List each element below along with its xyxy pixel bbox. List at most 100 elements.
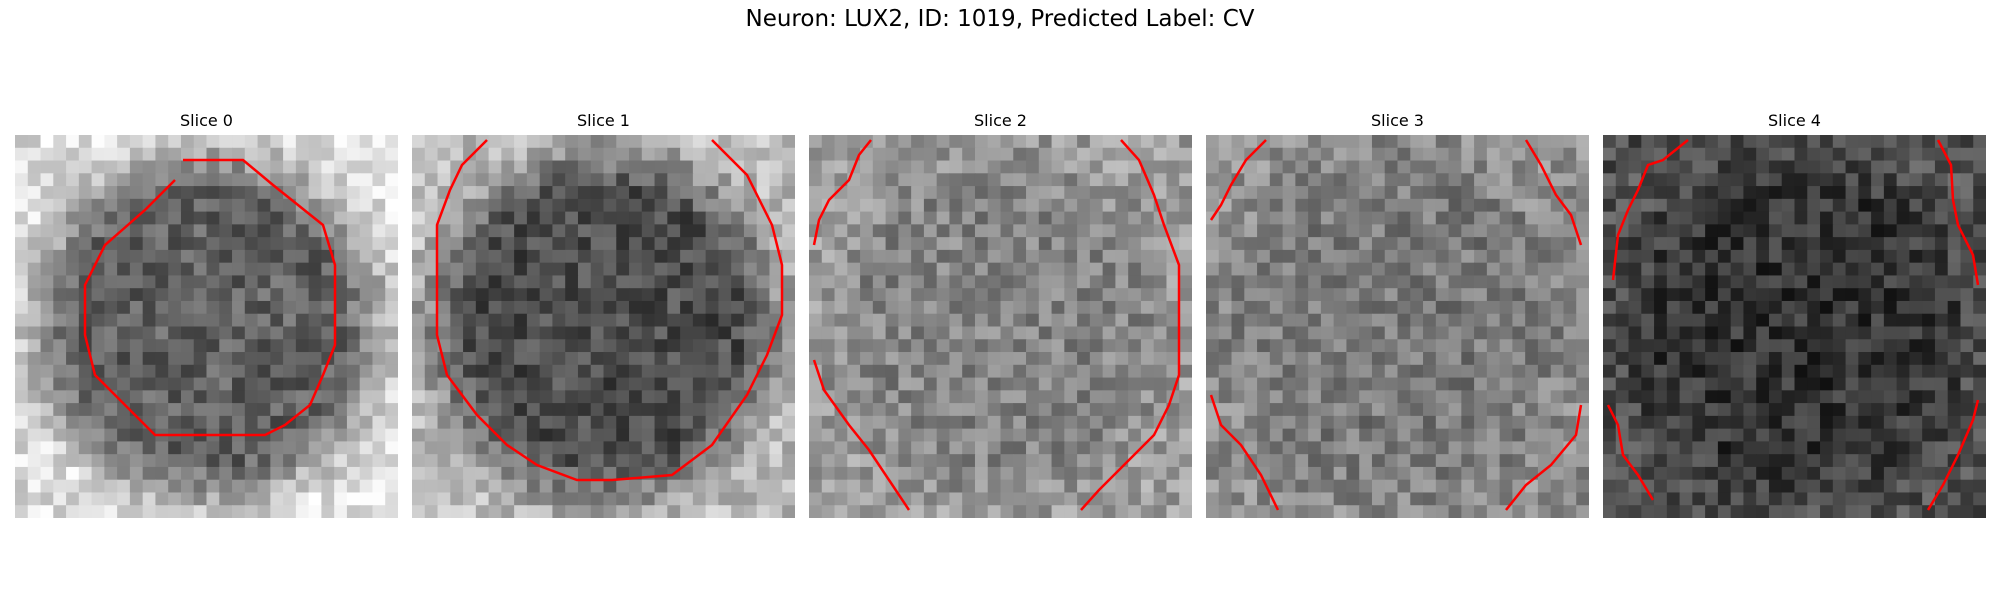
- pixel: [412, 173, 425, 186]
- pixel: [604, 492, 617, 505]
- pixel: [1283, 199, 1296, 212]
- pixel: [1052, 441, 1065, 454]
- pixel: [1026, 173, 1039, 186]
- pixel: [1807, 288, 1820, 301]
- pixel: [1372, 224, 1385, 237]
- pixel: [334, 441, 347, 454]
- pixel: [181, 135, 194, 148]
- pixel: [1795, 467, 1808, 480]
- pixel: [1321, 480, 1334, 493]
- pixel: [1629, 301, 1642, 314]
- pixel: [706, 339, 719, 352]
- pixel: [207, 199, 220, 212]
- pixel: [41, 327, 54, 340]
- pixel: [412, 378, 425, 391]
- pixel: [1064, 339, 1077, 352]
- pixel: [1884, 275, 1897, 288]
- pixel: [604, 263, 617, 276]
- pixel: [693, 480, 706, 493]
- pixel: [898, 467, 911, 480]
- pixel: [360, 454, 373, 467]
- pixel: [1705, 212, 1718, 225]
- pixel: [1385, 339, 1398, 352]
- pixel: [1166, 492, 1179, 505]
- pixel: [552, 250, 565, 263]
- pixel: [604, 480, 617, 493]
- pixel: [1973, 314, 1986, 327]
- pixel: [1115, 480, 1128, 493]
- pixel: [489, 429, 502, 442]
- pixel: [1449, 505, 1462, 518]
- pixel: [782, 173, 795, 186]
- pixel: [1743, 199, 1756, 212]
- pixel: [1232, 416, 1245, 429]
- pixel: [1884, 148, 1897, 161]
- pixel: [1654, 173, 1667, 186]
- pixel: [1512, 186, 1525, 199]
- pixel: [693, 173, 706, 186]
- pixel: [565, 365, 578, 378]
- pixel: [1346, 378, 1359, 391]
- pixel: [232, 314, 245, 327]
- pixel: [438, 250, 451, 263]
- pixel: [655, 148, 668, 161]
- pixel: [1563, 492, 1576, 505]
- pixel: [1795, 416, 1808, 429]
- pixel: [860, 403, 873, 416]
- pixel: [1090, 288, 1103, 301]
- pixel: [949, 378, 962, 391]
- pixel: [194, 314, 207, 327]
- pixel: [1551, 403, 1564, 416]
- pixel: [1346, 339, 1359, 352]
- pixel: [1718, 314, 1731, 327]
- pixel: [1115, 378, 1128, 391]
- pixel: [1013, 199, 1026, 212]
- pixel: [1461, 237, 1474, 250]
- pixel: [680, 288, 693, 301]
- pixel: [1359, 199, 1372, 212]
- pixel: [1474, 492, 1487, 505]
- pixel: [757, 378, 770, 391]
- pixel: [1909, 454, 1922, 467]
- pixel: [296, 441, 309, 454]
- pixel: [578, 403, 591, 416]
- pixel: [822, 288, 835, 301]
- pixel: [667, 212, 680, 225]
- pixel: [41, 429, 54, 442]
- pixel: [616, 505, 629, 518]
- pixel: [270, 390, 283, 403]
- pixel: [1090, 237, 1103, 250]
- pixel: [1026, 378, 1039, 391]
- pixel: [489, 301, 502, 314]
- pixel: [360, 416, 373, 429]
- pixel: [731, 429, 744, 442]
- pixel: [1013, 148, 1026, 161]
- pixel: [847, 454, 860, 467]
- pixel: [1308, 148, 1321, 161]
- pixel: [1820, 237, 1833, 250]
- pixel: [1334, 365, 1347, 378]
- pixel: [1013, 505, 1026, 518]
- pixel: [321, 378, 334, 391]
- pixel: [1410, 378, 1423, 391]
- pixel: [642, 505, 655, 518]
- pixel: [360, 161, 373, 174]
- pixel: [655, 314, 668, 327]
- pixel: [937, 352, 950, 365]
- pixel: [104, 288, 117, 301]
- pixel: [1743, 352, 1756, 365]
- pixel: [937, 263, 950, 276]
- pixel: [207, 441, 220, 454]
- pixel: [79, 224, 92, 237]
- pixel: [1090, 352, 1103, 365]
- pixel: [1372, 301, 1385, 314]
- pixel: [1705, 237, 1718, 250]
- pixel: [1795, 250, 1808, 263]
- pixel: [962, 135, 975, 148]
- slice-image: [412, 135, 795, 518]
- pixel: [744, 403, 757, 416]
- pixel: [1449, 212, 1462, 225]
- pixel: [1206, 327, 1219, 340]
- pixel: [1935, 429, 1948, 442]
- pixel: [219, 339, 232, 352]
